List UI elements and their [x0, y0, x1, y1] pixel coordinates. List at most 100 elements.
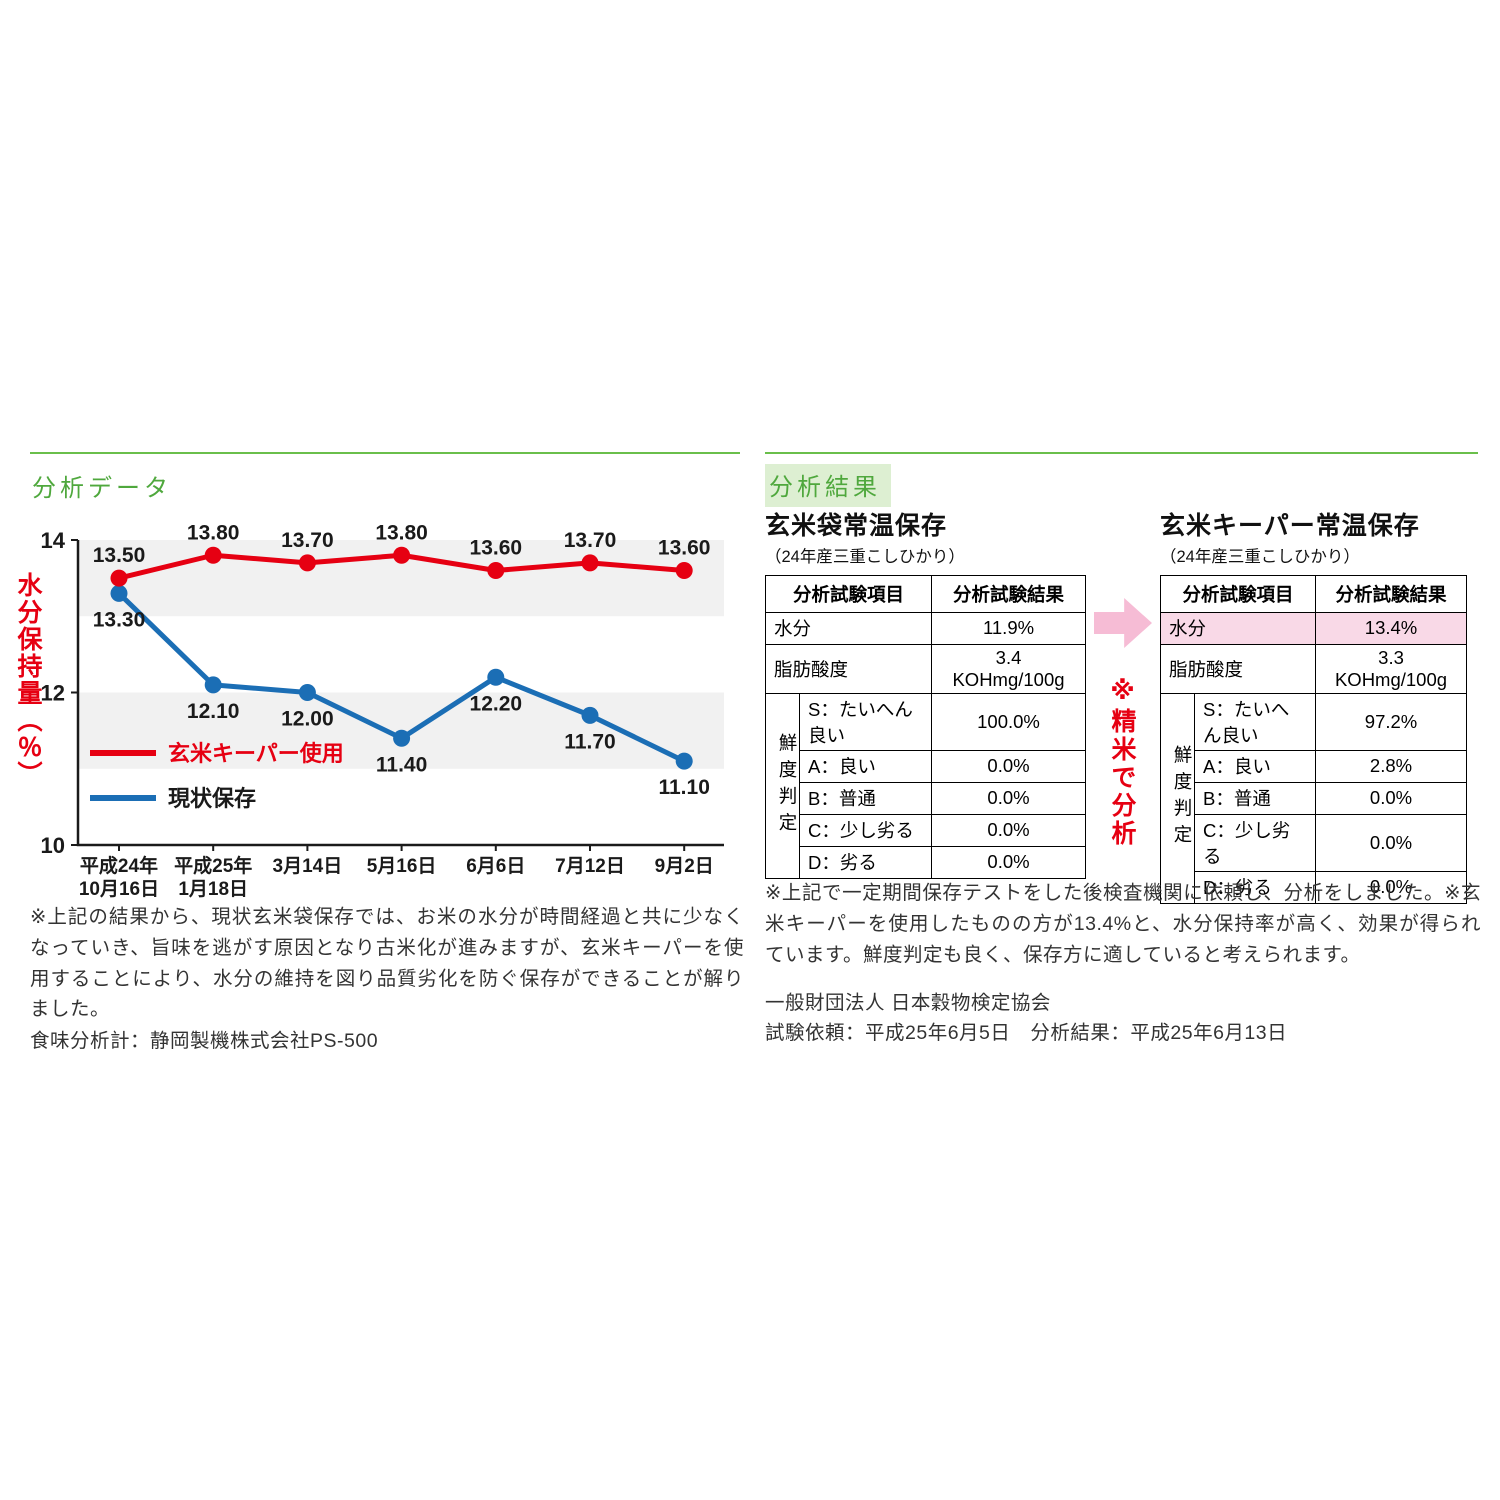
- value-label: 13.80: [375, 521, 428, 544]
- grade-row-a: A：良い 0.0%: [766, 749, 1087, 783]
- data-point: [581, 554, 599, 572]
- table1-title: 玄米袋常温保存: [765, 512, 948, 540]
- x-axis-label: 7月12日: [555, 856, 625, 877]
- value-label: 11.10: [658, 776, 709, 799]
- y-tick-label: 10: [41, 833, 65, 858]
- x-axis-label: 1月18日: [178, 879, 248, 900]
- value-label: 13.60: [470, 537, 523, 560]
- header-row: 分析試験項目 分析試験結果: [764, 574, 1087, 613]
- grade-value-cell: 0.0%: [931, 749, 1087, 783]
- grade-row-b: B：普通 0.0%: [766, 781, 1087, 815]
- header-row: 分析試験項目 分析試験結果: [1159, 574, 1468, 613]
- x-axis-label: 平成24年: [80, 854, 158, 877]
- value-label: 13.80: [187, 521, 240, 544]
- grade-value-cell: 0.0%: [1315, 870, 1468, 904]
- moisture-value-cell: 11.9%: [931, 611, 1087, 645]
- data-point: [204, 546, 222, 564]
- grade-label-cell: D：劣る: [1193, 870, 1317, 904]
- grade-value-cell: 0.0%: [931, 813, 1087, 847]
- grade-row-s: 鮮度判定 S：たいへん良い 100.0%: [765, 692, 1087, 879]
- table2-subtitle: （24年産三重こしひかり）: [1160, 547, 1360, 566]
- left-section-rule: [30, 452, 740, 454]
- grade-row-c: C：少し劣る 0.0%: [1161, 813, 1468, 872]
- moisture-value-cell: 13.4%: [1315, 611, 1468, 645]
- grade-label-cell: D：劣る: [798, 845, 933, 879]
- value-label: 13.70: [564, 529, 617, 552]
- x-axis-label: 6月6日: [466, 856, 525, 877]
- left-note: ※上記の結果から、現状玄米袋保存では、お米の水分が時間経過と共に少なくなっていき…: [30, 906, 744, 1021]
- right-arrow-icon: [1094, 598, 1152, 648]
- data-point: [393, 729, 411, 747]
- fat-value-cell: 3.4 KOHmg/100g: [931, 643, 1087, 694]
- grade-row-a: A：良い 2.8%: [1161, 749, 1468, 783]
- test-dates-line: 試験依頼：平成25年6月5日 分析結果：平成25年6月13日: [765, 1022, 1288, 1044]
- moisture-label-cell: 水分: [1159, 611, 1317, 645]
- right-section-title: 分析結果: [765, 464, 891, 507]
- grade-label-cell: A：良い: [798, 749, 933, 783]
- legend-label: 玄米キーパー使用: [168, 741, 344, 766]
- freshness-vertical-label: 鮮度判定: [777, 732, 798, 839]
- left-section-title: 分析データ: [32, 475, 172, 502]
- value-label: 13.50: [93, 544, 146, 567]
- moisture-row: 水分 11.9%: [764, 611, 1087, 645]
- data-point: [204, 676, 222, 694]
- value-label: 11.70: [564, 730, 615, 753]
- x-axis-label: 10月16日: [79, 879, 159, 900]
- col-header-result: 分析試験結果: [931, 574, 1087, 613]
- chart-axes: [76, 540, 724, 847]
- y-tick-label: 14: [41, 528, 66, 553]
- grade-value-cell: 0.0%: [931, 845, 1087, 879]
- moisture-label-cell: 水分: [764, 611, 933, 645]
- grade-label-cell: B：普通: [1193, 781, 1317, 815]
- fat-label-cell: 脂肪酸度: [1159, 643, 1317, 694]
- freshness-vertical-label: 鮮度判定: [1172, 745, 1193, 852]
- value-label: 13.30: [93, 608, 146, 631]
- data-point: [675, 562, 693, 579]
- col-header-item: 分析試験項目: [1159, 574, 1317, 613]
- table-block-keeper-storage: 玄米キーパー常温保存 （24年産三重こしひかり） 分析試験項目 分析試験結果 水…: [1159, 512, 1468, 904]
- x-axis-label: 9月2日: [655, 856, 714, 877]
- fat-value-cell: 3.3 KOHmg/100g: [1315, 643, 1468, 694]
- right-note: ※上記で一定期間保存テストをした後検査機関に依頼し、分析をしました。※玄米キーパ…: [765, 882, 1481, 966]
- data-point: [487, 562, 505, 579]
- polished-rice-note: ※精米で分析: [1108, 676, 1136, 848]
- data-point: [487, 668, 505, 686]
- grade-row-d: D：劣る 0.0%: [766, 845, 1087, 879]
- x-axis-label: 平成25年: [174, 854, 252, 877]
- table2-title: 玄米キーパー常温保存: [1160, 512, 1420, 540]
- col-header-result: 分析試験結果: [1315, 574, 1468, 613]
- value-label: 11.40: [376, 753, 427, 776]
- data-point: [393, 546, 411, 564]
- table-block-bag-storage: 玄米袋常温保存 （24年産三重こしひかり） 分析試験項目 分析試験結果 水分 1…: [764, 512, 1087, 879]
- grade-value-cell: 2.8%: [1315, 749, 1468, 783]
- grade-label-cell: C：少し劣る: [1193, 813, 1317, 872]
- fat-acidity-row: 脂肪酸度 3.4 KOHmg/100g: [764, 643, 1087, 694]
- grade-value-cell: 0.0%: [1315, 813, 1468, 872]
- value-label: 12.20: [470, 692, 523, 715]
- value-label: 13.70: [281, 529, 334, 552]
- grade-row-s: 鮮度判定 S：たいへん良い 97.2%: [1160, 692, 1468, 904]
- grade-row-d: D：劣る 0.0%: [1161, 870, 1468, 904]
- grade-row-b: B：普通 0.0%: [1161, 781, 1468, 815]
- analysis-table-bag: 分析試験項目 分析試験結果 水分 11.9% 脂肪酸度 3.4 KOHmg/10…: [764, 574, 1087, 879]
- data-point: [581, 706, 599, 724]
- fat-acidity-row: 脂肪酸度 3.3 KOHmg/100g: [1159, 643, 1468, 694]
- grade-label-cell: A：良い: [1193, 749, 1317, 783]
- moisture-row-highlighted: 水分 13.4%: [1159, 611, 1468, 645]
- y-tick-label: 12: [41, 681, 65, 706]
- grade-row-c: C：少し劣る 0.0%: [766, 813, 1087, 847]
- data-point: [110, 584, 128, 602]
- right-section-rule: [765, 452, 1478, 454]
- grade-label-cell: S：たいへん良い: [1193, 692, 1317, 751]
- value-label: 13.60: [658, 537, 711, 560]
- grade-value-cell: 97.2%: [1315, 692, 1468, 751]
- grade-value-cell: 0.0%: [1315, 781, 1468, 815]
- data-point: [298, 554, 316, 572]
- col-header-item: 分析試験項目: [764, 574, 933, 613]
- legend-label: 現状保存: [168, 786, 256, 811]
- analyzer-note: 食味分析計：静岡製機株式会社PS-500: [30, 1030, 379, 1052]
- grade-value-cell: 100.0%: [931, 692, 1087, 751]
- value-label: 12.00: [281, 708, 334, 731]
